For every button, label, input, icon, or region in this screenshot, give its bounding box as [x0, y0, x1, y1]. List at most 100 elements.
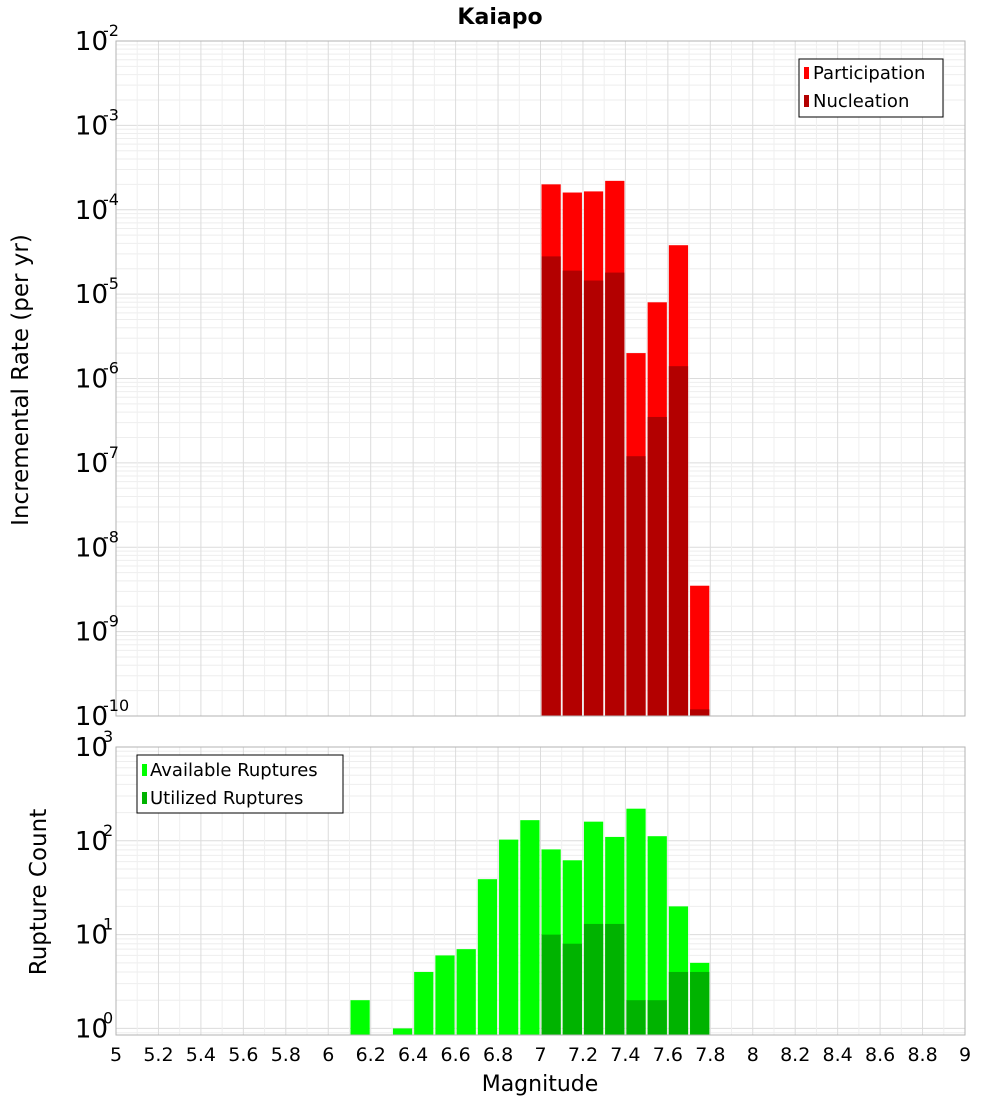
x-tick-label: 5.2 [143, 1044, 173, 1066]
top-y-tick-exponent: -9 [103, 612, 119, 631]
top-bar-nucleation [690, 709, 710, 716]
top-plot-frame [115, 40, 966, 717]
top-y-tick-label: 10 [75, 196, 108, 226]
x-tick-label: 7.4 [610, 1044, 640, 1066]
x-tick-label: 6.4 [398, 1044, 428, 1066]
legend-swatch-available [142, 764, 147, 776]
bottom-bar-utilized-ruptures [668, 971, 689, 1035]
top-y-tick-exponent: -7 [103, 443, 119, 462]
chart-title: Kaiapo [457, 5, 542, 30]
top-y-tick-exponent: -5 [103, 274, 119, 293]
bottom-grid [115, 747, 966, 1035]
bottom-bar-available-ruptures [350, 1000, 370, 1035]
x-tick-label: 5.6 [228, 1044, 258, 1066]
x-tick-label: 8 [747, 1044, 759, 1066]
bottom-bar-available-ruptures [392, 1028, 413, 1035]
bottom-y-tick-label: 10 [75, 827, 108, 857]
legend-swatch-utilized [142, 792, 147, 804]
bottom-bar-available-ruptures [520, 820, 540, 1035]
top-y-tick-label: 10 [75, 702, 108, 732]
x-tick-label: 7.8 [695, 1044, 725, 1066]
x-tick-label: 8.4 [823, 1044, 853, 1066]
x-tick-label: 7.6 [653, 1044, 683, 1066]
top-grid [115, 41, 966, 717]
bottom-y-tick-exponent: 0 [103, 1008, 113, 1027]
legend-swatch-nucleation [804, 95, 809, 107]
top-bar-participation [690, 585, 710, 716]
bottom-bar-utilized-ruptures [647, 1000, 667, 1035]
bottom-bar-utilized-ruptures [541, 934, 561, 1035]
x-tick-label: 8.2 [780, 1044, 810, 1066]
bottom-y-tick-exponent: 1 [103, 915, 113, 934]
x-tick-label: 9 [959, 1044, 971, 1066]
x-tick-label: 8.8 [907, 1044, 937, 1066]
x-axis-label: Magnitude [482, 1072, 599, 1097]
x-tick-labels: 5 5.2 5.4 5.6 5.8 6 6.2 6.4 6.6 6.8 7 7.2 7.4 7.6 7.8 8… [110, 1044, 971, 1066]
legend-label-participation: Participation [813, 63, 925, 84]
top-y-tick-exponent: -10 [103, 696, 129, 715]
top-y-tick-label: 10 [75, 449, 108, 479]
top-y-tick-label: 10 [75, 27, 108, 57]
legend-swatch-participation [804, 67, 809, 79]
bottom-y-tick-label: 10 [75, 921, 108, 951]
bottom-y-axis-label: Rupture Count [26, 809, 52, 975]
top-bar-nucleation [583, 280, 604, 716]
top-y-tick-exponent: -2 [103, 21, 119, 40]
top-y-tick-exponent: -4 [103, 190, 119, 209]
bottom-bar-available-ruptures [414, 971, 434, 1035]
bottom-bar-utilized-ruptures [605, 923, 625, 1035]
bottom-legend-box [136, 754, 344, 814]
top-bar-nucleation [626, 456, 646, 716]
x-tick-label: 5 [110, 1044, 122, 1066]
top-legend-box [798, 58, 944, 118]
top-y-tick-exponent: -8 [103, 527, 119, 546]
top-bar-nucleation [668, 366, 689, 716]
bottom-bars [350, 808, 710, 1035]
legend-label-available: Available Ruptures [150, 760, 318, 781]
top-y-axis-label: Incremental Rate (per yr) [8, 234, 34, 526]
top-bars [541, 180, 710, 717]
x-tick-label: 7.2 [568, 1044, 598, 1066]
bottom-y-tick-label: 10 [75, 1014, 108, 1044]
x-tick-label: 8.6 [865, 1044, 895, 1066]
top-y-tick-exponent: -3 [103, 105, 119, 124]
top-legend: Participation Nucleation [798, 58, 944, 118]
bottom-bar-available-ruptures [626, 808, 646, 1035]
bottom-bar-available-ruptures [477, 879, 498, 1035]
top-y-tick-label: 10 [75, 618, 108, 648]
x-tick-label: 6.2 [356, 1044, 386, 1066]
bottom-legend: Available Ruptures Utilized Ruptures [136, 754, 344, 814]
bottom-bar-utilized-ruptures [562, 943, 582, 1035]
bottom-plot-frame [115, 746, 966, 1036]
bottom-y-tick-exponent: 2 [103, 821, 113, 840]
bottom-bar-available-ruptures [499, 839, 519, 1035]
top-y-tick-exponent: -6 [103, 359, 119, 378]
x-tick-label: 7 [534, 1044, 546, 1066]
bottom-bar-utilized-ruptures [626, 1000, 646, 1035]
top-y-tick-label: 10 [75, 111, 108, 141]
top-bar-nucleation [605, 272, 625, 716]
x-tick-label: 6.8 [483, 1044, 513, 1066]
bottom-bar-utilized-ruptures [583, 923, 604, 1035]
bottom-bar-available-ruptures [456, 949, 476, 1035]
bottom-bar-utilized-ruptures [690, 971, 710, 1035]
top-y-tick-label: 10 [75, 280, 108, 310]
bottom-y-tick-label: 10 [75, 733, 108, 763]
x-tick-label: 6 [322, 1044, 334, 1066]
bottom-bar-available-ruptures [647, 836, 667, 1035]
legend-label-utilized: Utilized Ruptures [150, 788, 303, 809]
top-bar-nucleation [647, 416, 667, 716]
bottom-bar-available-ruptures [435, 955, 455, 1035]
top-y-tick-label: 10 [75, 533, 108, 563]
x-tick-label: 6.6 [440, 1044, 470, 1066]
top-y-tick-label: 10 [75, 365, 108, 395]
top-bar-nucleation [541, 256, 561, 716]
x-tick-label: 5.8 [271, 1044, 301, 1066]
top-bar-nucleation [562, 270, 582, 716]
bottom-y-tick-exponent: 3 [103, 727, 113, 746]
